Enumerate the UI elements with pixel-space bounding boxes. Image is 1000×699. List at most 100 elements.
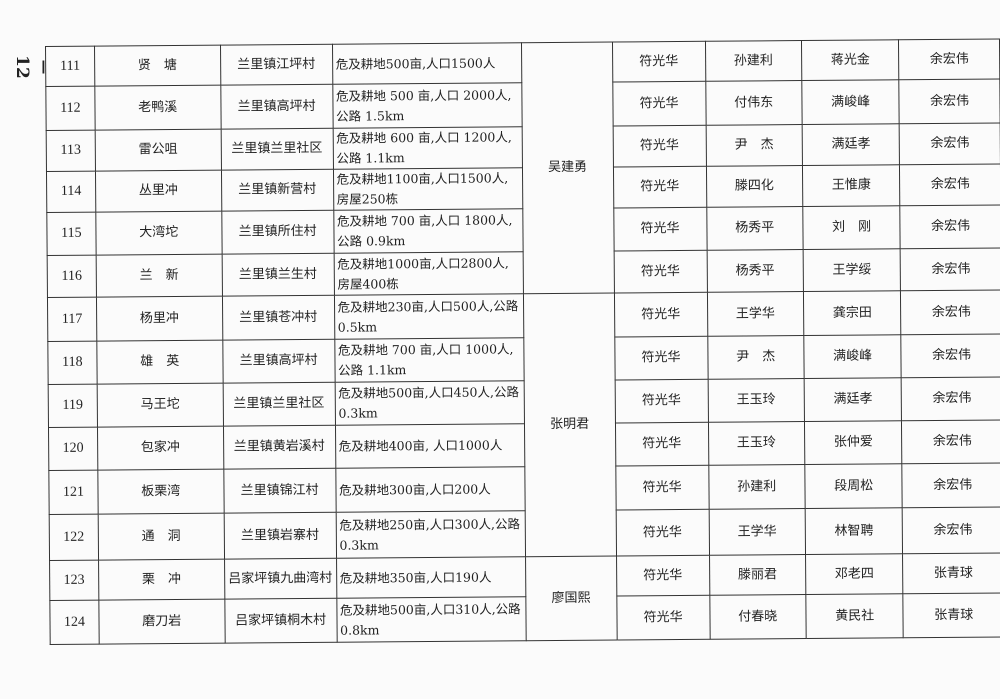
responsible-person-4: 张青球 [902, 552, 1000, 594]
responsible-person-4: 余宏伟 [900, 247, 1000, 291]
table-row: 122 通 洞兰里镇岩寨村 危及耕地250亩,人口300人,公路 0.3km 符光华王… [49, 506, 1000, 561]
row-number: 122 [49, 514, 99, 561]
site-name: 兰 新 [95, 254, 223, 298]
leader-name: 张明君 [523, 293, 617, 557]
responsible-person-2: 付伟东 [705, 80, 803, 126]
row-number: 111 [45, 46, 95, 87]
row-number: 118 [47, 341, 97, 385]
impact-description: 危及耕地400亩, 人口1000人 [335, 423, 525, 469]
impact-description: 危及耕地500亩,人口310人,公路 0.8km [336, 596, 526, 643]
impact-description: 危及耕地250亩,人口300人,公路 0.3km [335, 510, 526, 559]
responsible-person-3: 刘 刚 [802, 205, 901, 250]
responsible-person-1: 符光华 [614, 336, 708, 381]
responsible-person-2: 付春晓 [709, 594, 807, 640]
site-location: 吕家坪镇桐木村 [224, 598, 337, 644]
impact-description: 危及耕地 700 亩,人口 1000人,公路 1.1km [334, 337, 524, 383]
site-name: 包家冲 [97, 426, 224, 471]
row-number: 121 [48, 470, 99, 515]
responsible-person-2: 滕丽君 [709, 554, 806, 596]
responsible-person-4: 余宏伟 [901, 419, 1000, 464]
responsible-person-3: 林智聘 [805, 507, 903, 555]
impact-description: 危及耕地500亩,人口450人,公路 0.3km [334, 380, 525, 426]
site-location: 吕家坪镇九曲湾村 [224, 558, 337, 600]
site-name: 贤 塘 [94, 45, 221, 87]
responsible-person-1: 符光华 [616, 555, 710, 597]
responsible-person-2: 杨秀平 [706, 249, 804, 293]
row-number: 124 [49, 600, 100, 645]
table-row: 121 板栗湾 兰里镇锦江村 危及耕地300亩,人口200人 符光华 孙建利 段周松 余宏伟 [48, 462, 1000, 515]
row-number: 117 [47, 297, 97, 342]
site-name: 雄 英 [96, 340, 223, 385]
responsible-person-1: 符光华 [615, 422, 709, 467]
responsible-person-3: 满廷孝 [804, 377, 902, 422]
responsible-person-2: 尹 杰 [705, 124, 803, 167]
site-name: 老鸭溪 [94, 85, 221, 131]
table-row: 124 磨刀岩 吕家坪镇桐木村 危及耕地500亩,人口310人,公路 0.8km 符光华… [49, 592, 1000, 645]
site-location: 兰里镇高坪村 [222, 339, 335, 384]
responsible-person-2: 尹 杰 [707, 335, 805, 380]
responsible-person-1: 符光华 [616, 595, 710, 641]
site-location: 兰里镇苍冲村 [222, 295, 335, 341]
responsible-person-1: 符光华 [613, 250, 708, 294]
row-number: 115 [46, 212, 96, 256]
responsible-person-1: 符光华 [612, 41, 706, 83]
site-location: 兰里镇江坪村 [220, 44, 333, 86]
row-number: 116 [47, 255, 97, 298]
responsible-person-3: 满峻峰 [801, 79, 900, 125]
site-name: 通 洞 [98, 513, 225, 561]
responsible-person-1: 符光华 [614, 292, 708, 338]
responsible-person-1: 符光华 [615, 465, 709, 511]
responsible-person-3: 张仲爱 [804, 420, 903, 465]
impact-description: 危及耕地 700 亩,人口 1800人,公路 0.9km [333, 208, 523, 254]
responsible-person-4: 余宏伟 [899, 79, 1000, 124]
responsible-person-4: 余宏伟 [899, 163, 1000, 206]
responsible-person-4: 余宏伟 [902, 506, 1000, 554]
site-name: 大湾坨 [95, 211, 222, 256]
row-number: 113 [46, 130, 96, 172]
responsible-person-3: 蒋光金 [801, 39, 900, 81]
site-name: 丛里冲 [95, 170, 222, 213]
responsible-person-4: 余宏伟 [902, 462, 1000, 508]
responsible-person-1: 符光华 [612, 81, 706, 127]
impact-description: 危及耕地1100亩,人口1500人, 房屋250栋 [333, 167, 523, 211]
impact-description: 危及耕地230亩,人口500人,公路 0.5km [333, 293, 524, 340]
table-row: 117 杨里冲 兰里镇苍冲村 危及耕地230亩,人口500人,公路 0.5km 张明君符… [47, 289, 1000, 557]
row-number: 120 [48, 427, 98, 471]
row-number: 114 [46, 171, 96, 213]
responsible-person-1: 符光华 [612, 125, 707, 168]
responsible-person-2: 王学华 [708, 508, 806, 556]
row-number: 123 [49, 560, 99, 601]
site-location: 兰里镇兰里社区 [220, 128, 334, 171]
site-location: 兰里镇新营村 [221, 169, 334, 212]
responsible-person-4: 余宏伟 [899, 123, 1000, 165]
responsible-person-3: 黄民社 [805, 593, 904, 639]
responsible-person-1: 符光华 [613, 166, 707, 209]
impact-description: 危及耕地500亩,人口1500人 [332, 42, 522, 85]
responsible-person-4: 余宏伟 [898, 39, 1000, 80]
responsible-person-4: 余宏伟 [901, 333, 1000, 378]
site-location: 兰里镇兰生村 [221, 253, 334, 297]
impact-description: 危及耕地1000亩,人口2800人, 房屋400栋 [333, 251, 524, 296]
site-location: 兰里镇锦江村 [223, 468, 336, 514]
responsible-person-3: 满峻峰 [803, 334, 902, 379]
site-name: 栗 冲 [98, 559, 225, 601]
responsible-person-2: 王玉玲 [707, 378, 805, 423]
responsible-person-2: 王学华 [707, 291, 804, 337]
responsible-person-1: 符光华 [613, 207, 707, 252]
site-location: 兰里镇所住村 [221, 210, 334, 255]
responsible-person-4: 余宏伟 [900, 204, 1000, 249]
row-number: 119 [48, 384, 98, 428]
hazard-table: 111 贤 塘兰里镇江坪村 危及耕地500亩,人口1500人 吴建勇 符光华 孙建利 蒋光金… [45, 38, 1000, 645]
impact-description: 危及耕地300亩,人口200人 [335, 466, 525, 513]
row-number: 112 [45, 86, 95, 131]
responsible-person-4: 张青球 [903, 592, 1000, 638]
responsible-person-2: 孙建利 [708, 464, 806, 510]
responsible-person-1: 符光华 [614, 379, 709, 424]
responsible-person-2: 孙建利 [705, 40, 802, 82]
site-name: 雷公咀 [94, 129, 222, 172]
site-name: 马王坨 [96, 383, 224, 428]
site-name: 板栗湾 [97, 469, 224, 515]
responsible-person-3: 满廷孝 [802, 123, 900, 166]
responsible-person-2: 滕四化 [706, 165, 803, 208]
responsible-person-3: 王惟康 [802, 164, 901, 207]
